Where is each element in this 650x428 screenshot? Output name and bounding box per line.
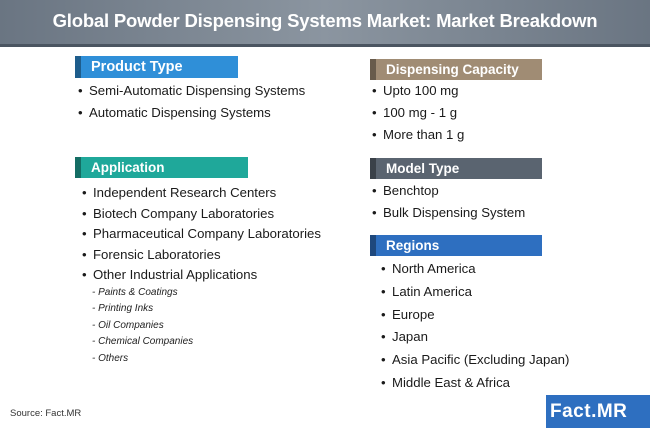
model-type-heading: Model Type — [370, 158, 542, 179]
list-item: Benchtop — [372, 183, 525, 205]
list-item: Asia Pacific (Excluding Japan) — [381, 352, 569, 375]
list-item: Japan — [381, 329, 569, 352]
page-title: Global Powder Dispensing Systems Market:… — [52, 10, 598, 31]
list-item: Upto 100 mg — [372, 83, 464, 105]
list-item: Middle East & Africa — [381, 375, 569, 398]
list-item: North America — [381, 261, 569, 284]
list-item: Other Industrial Applications — [82, 267, 321, 288]
sublist-item: - Printing Inks — [92, 303, 154, 315]
list-item: Pharmaceutical Company Laboratories — [82, 226, 321, 247]
application-list: Independent Research Centers Biotech Com… — [82, 185, 321, 288]
list-item: Automatic Dispensing Systems — [78, 105, 305, 127]
list-item: Biotech Company Laboratories — [82, 206, 321, 227]
regions-heading: Regions — [370, 235, 542, 256]
sublist-item: - Others — [92, 352, 129, 364]
source-note: Source: Fact.MR — [10, 408, 82, 419]
sublist-item: - Chemical Companies — [92, 336, 194, 348]
sublist-item: - Oil Companies — [92, 319, 164, 331]
product-type-list: Semi-Automatic Dispensing Systems Automa… — [78, 83, 305, 127]
model-type-list: Benchtop Bulk Dispensing System — [372, 183, 525, 227]
application-sublist: - Paints & Coatings - Printing Inks - Oi… — [92, 287, 193, 369]
sublist-item: - Paints & Coatings — [92, 287, 178, 298]
list-item: More than 1 g — [372, 127, 464, 149]
list-item: Independent Research Centers — [82, 185, 321, 206]
dispensing-capacity-list: Upto 100 mg 100 mg - 1 g More than 1 g — [372, 83, 464, 149]
factmr-logo: Fact.MR — [546, 395, 650, 428]
list-item: Europe — [381, 307, 569, 330]
list-item: Bulk Dispensing System — [372, 205, 525, 227]
product-type-heading: Product Type — [75, 56, 238, 78]
list-item: Forensic Laboratories — [82, 247, 321, 268]
regions-list: North America Latin America Europe Japan… — [381, 261, 569, 398]
list-item: 100 mg - 1 g — [372, 105, 464, 127]
list-item: Latin America — [381, 284, 569, 307]
header-banner: Global Powder Dispensing Systems Market:… — [0, 0, 650, 47]
list-item: Semi-Automatic Dispensing Systems — [78, 83, 305, 105]
dispensing-capacity-heading: Dispensing Capacity — [370, 59, 542, 80]
application-heading: Application — [75, 157, 248, 178]
